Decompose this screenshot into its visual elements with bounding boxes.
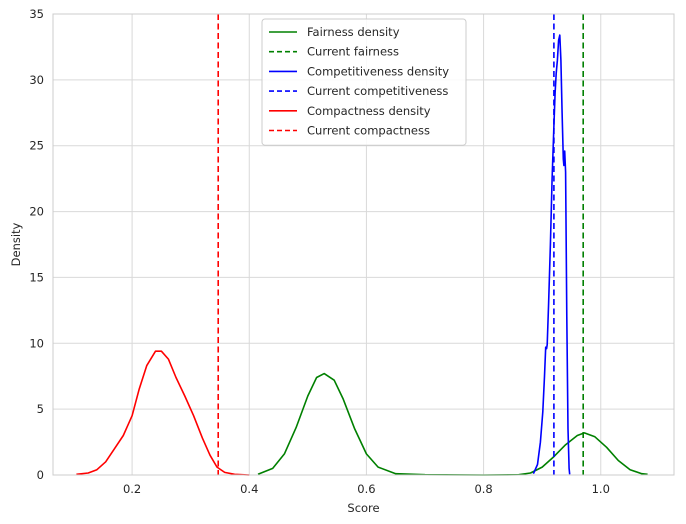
y-tick-label: 20 bbox=[29, 205, 44, 219]
legend-entry: Fairness density bbox=[307, 25, 400, 39]
competitiveness-density-line bbox=[532, 34, 571, 475]
legend: Fairness density Current fairness Competit… bbox=[261, 18, 467, 146]
x-tick-label: 0.2 bbox=[123, 482, 141, 496]
legend-entry: Current fairness bbox=[307, 45, 399, 59]
y-tick-label: 30 bbox=[29, 73, 44, 87]
y-tick-label: 15 bbox=[29, 270, 44, 284]
legend-entry: Compactness density bbox=[307, 104, 431, 118]
legend-entry: Current competitiveness bbox=[307, 84, 448, 98]
y-tick-label: 0 bbox=[37, 468, 44, 482]
x-tick-label: 0.8 bbox=[474, 482, 492, 496]
x-tick-labels: 0.2 0.4 0.6 0.8 1.0 bbox=[123, 482, 610, 496]
plot-frame bbox=[52, 13, 675, 476]
y-tick-label: 10 bbox=[29, 336, 44, 350]
x-tick-label: 0.4 bbox=[240, 482, 258, 496]
x-tick-label: 0.6 bbox=[357, 482, 375, 496]
x-axis-label: Score bbox=[347, 501, 379, 515]
legend-entry: Current compactness bbox=[307, 124, 430, 138]
y-tick-labels: 0 5 10 15 20 25 30 35 bbox=[29, 7, 44, 482]
x-tick-label: 1.0 bbox=[592, 482, 610, 496]
y-axis-label: Density bbox=[9, 222, 23, 266]
legend-box bbox=[261, 18, 467, 146]
compactness-density-line bbox=[76, 350, 250, 476]
y-tick-label: 5 bbox=[37, 402, 44, 416]
y-tick-label: 25 bbox=[29, 139, 44, 153]
legend-entry: Competitiveness density bbox=[307, 64, 449, 78]
fairness-density-line bbox=[257, 372, 648, 476]
y-tick-label: 35 bbox=[29, 7, 44, 21]
